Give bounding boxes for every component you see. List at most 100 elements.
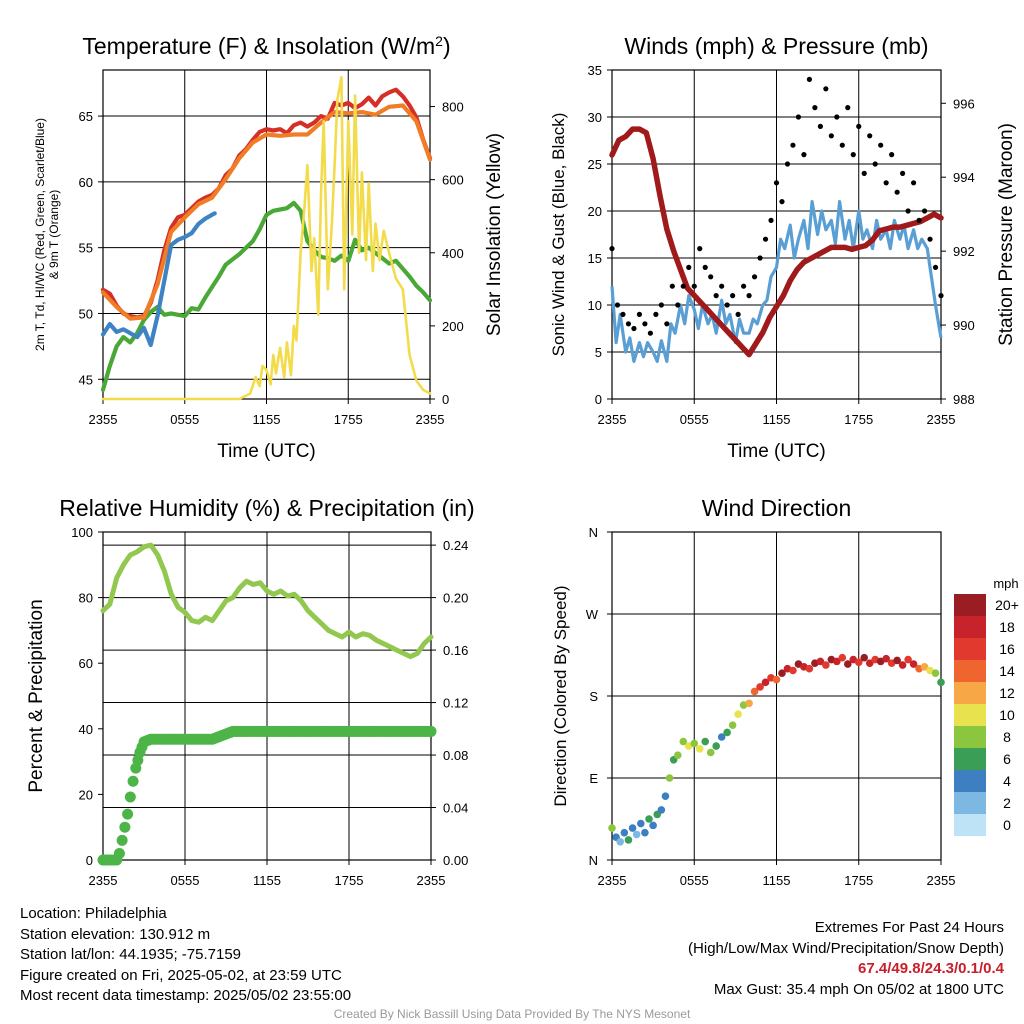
gust-point xyxy=(790,142,796,148)
gust-point xyxy=(697,246,703,252)
direction-point xyxy=(822,661,830,669)
y-tick-label-right: 0.08 xyxy=(443,748,468,763)
y-tick-label-left: E xyxy=(589,771,598,786)
colorbar-label: 20+ xyxy=(995,597,1019,613)
y-tick-label-left: 45 xyxy=(79,372,93,387)
colorbar-label: 6 xyxy=(1003,751,1011,767)
recent-timestamp: Most recent data timestamp: 2025/05/02 2… xyxy=(20,987,352,1004)
gust-point xyxy=(916,217,922,223)
colorbar-swatch xyxy=(954,594,986,616)
direction-point xyxy=(756,683,764,691)
y-tick-label-left: 80 xyxy=(79,591,93,606)
precip-point xyxy=(425,725,437,737)
colorbar-swatch xyxy=(954,814,986,836)
direction-point xyxy=(789,666,797,675)
x-tick-label: 1155 xyxy=(253,873,281,888)
y-axis-label-left: Sonic Wind & Gust (Blue, Black) xyxy=(549,113,568,357)
station-info: Location: Philadelphia Station elevation… xyxy=(20,904,351,1007)
gust-point xyxy=(812,105,818,111)
colorbar-label: 8 xyxy=(1003,729,1011,745)
direction-point xyxy=(865,659,874,667)
y-axis-label-left: Percent & Precipitation xyxy=(26,599,47,792)
y-tick-label-right: 988 xyxy=(953,392,975,407)
colorbar-label: 12 xyxy=(999,685,1015,701)
y-tick-label-left: 5 xyxy=(595,345,602,360)
x-tick-label: 1755 xyxy=(844,412,873,427)
colorbar-swatch xyxy=(954,748,986,770)
precip-point xyxy=(122,808,134,820)
y-tick-label-right: 0.20 xyxy=(443,591,468,606)
direction-point xyxy=(608,824,616,832)
x-tick-label: 2355 xyxy=(598,412,627,427)
x-tick-label: 0555 xyxy=(170,412,199,427)
gust-point xyxy=(910,180,917,186)
direction-point xyxy=(665,774,674,782)
station-location: Location: Philadelphia xyxy=(20,905,167,922)
direction-point xyxy=(616,837,625,846)
direction-point xyxy=(706,748,715,757)
gust-point xyxy=(883,180,889,186)
y-tick-label-right: 996 xyxy=(953,96,975,111)
precip-point xyxy=(127,775,139,787)
direction-point xyxy=(745,699,753,708)
gust-point xyxy=(653,311,659,317)
direction-point xyxy=(628,824,637,832)
title-tail: ) xyxy=(443,33,451,59)
gust-point xyxy=(708,274,714,280)
y-tick-label-right: 994 xyxy=(953,170,975,185)
y-tick-label-left: 55 xyxy=(79,241,93,256)
direction-point xyxy=(701,737,710,746)
direction-point xyxy=(641,828,649,837)
gust-point xyxy=(680,283,686,289)
colorbar-swatch xyxy=(954,660,986,682)
pressure-line xyxy=(609,126,944,358)
max-gust: Max Gust: 35.4 mph On 05/02 at 1800 UTC xyxy=(713,980,1004,998)
y-tick-label-left: 65 xyxy=(79,109,93,124)
direction-point xyxy=(778,669,786,678)
y-tick-label-left: 60 xyxy=(79,656,93,671)
x-tick-label: 2355 xyxy=(598,873,627,888)
direction-point xyxy=(624,836,633,844)
gust-point xyxy=(779,199,785,205)
extremes-values: 67.4/49.8/24.3/0.1/0.4 xyxy=(858,960,1004,977)
precip-point xyxy=(119,821,131,833)
direction-point xyxy=(636,819,645,828)
chart-title: Wind Direction xyxy=(702,495,852,521)
colorbar-unit: mph xyxy=(993,576,1018,591)
gust-point xyxy=(730,293,736,299)
gust-point xyxy=(719,283,725,289)
gust-point xyxy=(839,142,845,148)
gust-point xyxy=(784,161,791,167)
gust-point xyxy=(768,217,774,223)
y-axis-label-left: Direction (Colored By Speed) xyxy=(551,585,570,806)
y-tick-label-right: 0.16 xyxy=(443,643,468,658)
direction-point xyxy=(909,660,918,668)
direction-point xyxy=(674,751,682,760)
colorbar-swatch xyxy=(954,704,986,726)
station-elevation: Station elevation: 130.912 m xyxy=(20,925,211,943)
y-tick-label-left: 10 xyxy=(588,298,602,313)
colorbar-label: 18 xyxy=(999,619,1015,635)
x-tick-label: 1755 xyxy=(844,873,873,888)
y-tick-label-left: 60 xyxy=(79,175,93,190)
gust-point xyxy=(845,105,851,111)
y-tick-label-right: 0.00 xyxy=(443,853,468,868)
colorbar-swatch xyxy=(954,792,986,814)
gust-point xyxy=(806,76,813,82)
y-tick-label-left: 25 xyxy=(588,157,602,172)
x-tick-label: 0555 xyxy=(171,873,200,888)
gust-point xyxy=(823,86,829,92)
x-tick-label: 1755 xyxy=(334,412,363,427)
direction-point xyxy=(712,742,720,750)
direction-point xyxy=(645,815,653,823)
direction-point xyxy=(838,653,847,662)
title-superscript: 2 xyxy=(435,33,443,49)
direction-point xyxy=(860,653,869,662)
direction-point xyxy=(649,821,657,830)
gust-point xyxy=(658,302,664,308)
gust-point xyxy=(850,152,856,158)
gust-point xyxy=(861,170,867,176)
direction-point xyxy=(805,664,814,673)
direction-point xyxy=(761,678,770,687)
x-axis-label: Time (UTC) xyxy=(217,441,316,462)
